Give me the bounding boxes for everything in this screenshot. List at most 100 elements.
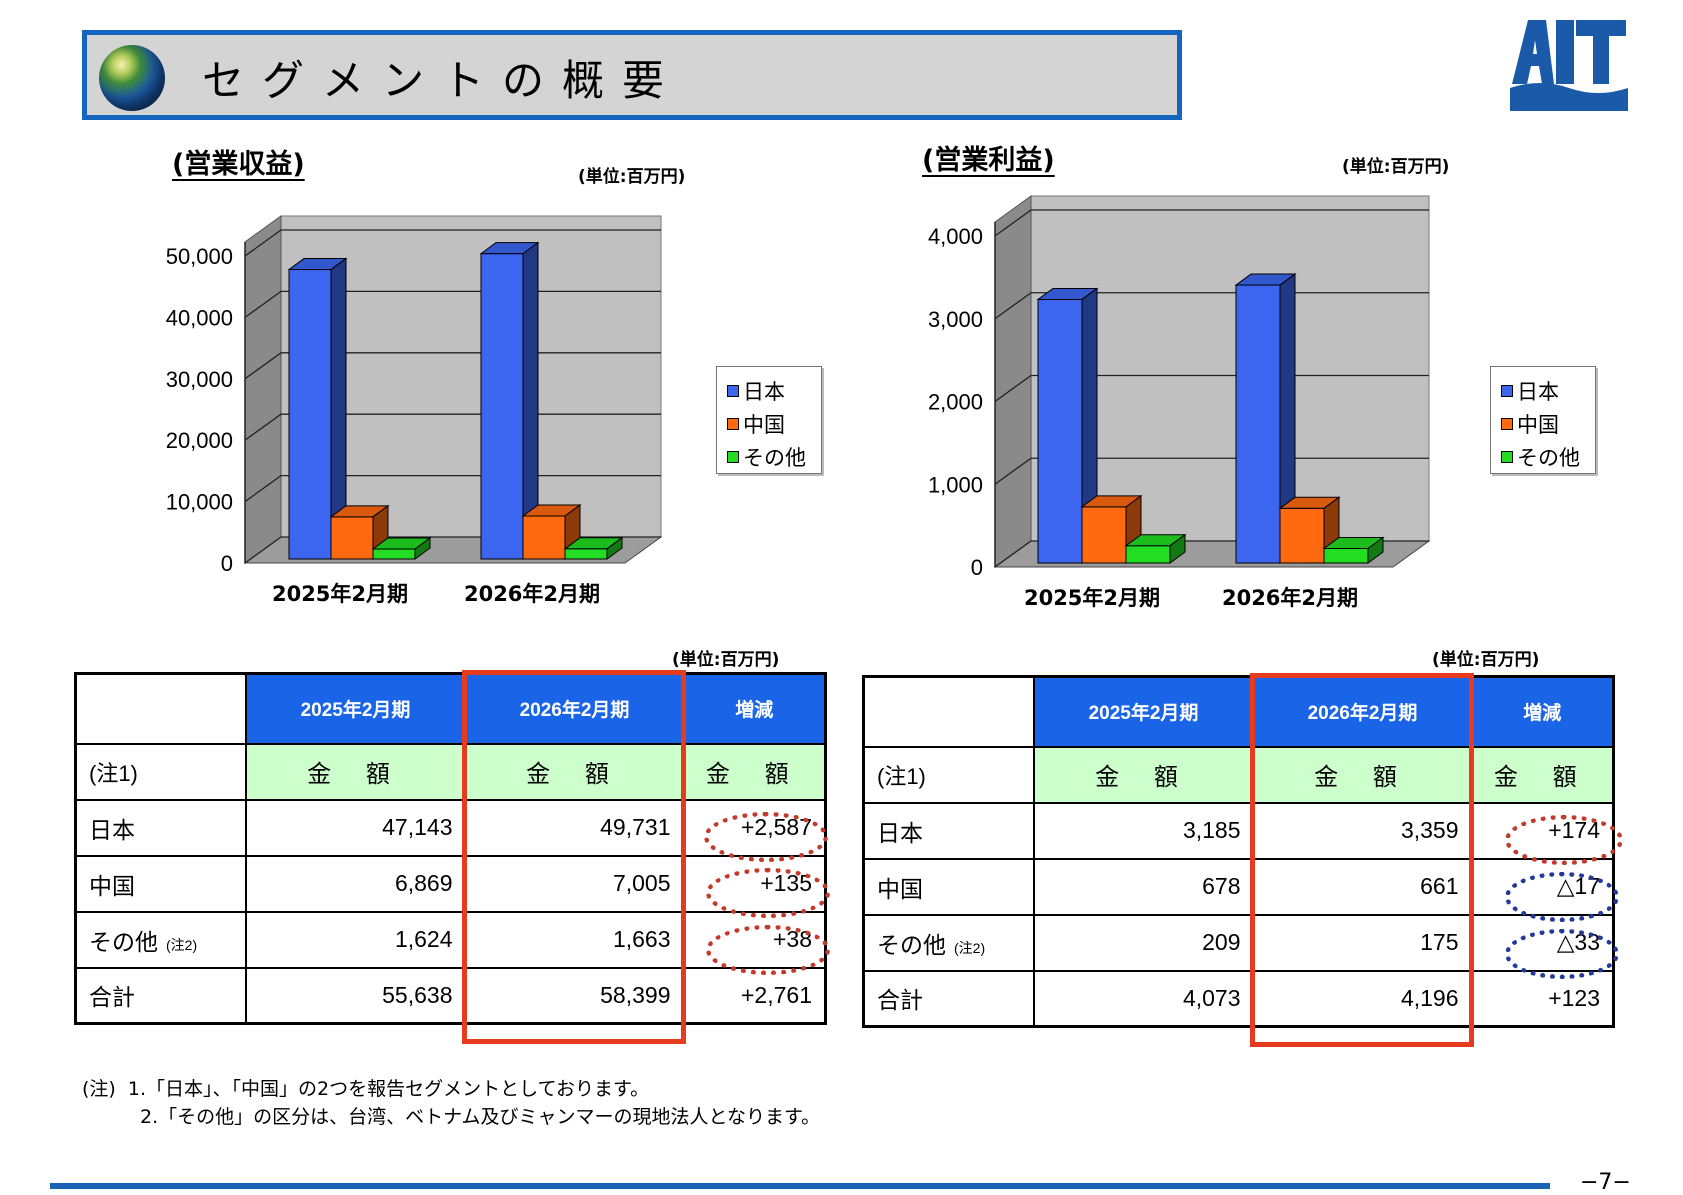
amount-label: 金 額 (1252, 745, 1473, 804)
x-category-label: 2026年2月期 (464, 582, 600, 606)
footnote-2: 2.「その他」の区分は、台湾、ベトナム及びミャンマーの現地法人となります。 (140, 1106, 821, 1128)
row-label: その他 (注2) (74, 910, 247, 969)
bar-china (329, 504, 390, 560)
y-tick-label: 2,000 (928, 390, 983, 415)
legend-item-other: その他 (727, 442, 806, 472)
y-tick-label: 4,000 (928, 224, 983, 249)
cell-2026: 661 (1252, 857, 1473, 916)
bar-front (1125, 545, 1171, 564)
chart-side-wall (994, 195, 1032, 568)
revenue-chart-legend: 日本 中国 その他 (716, 366, 822, 474)
header-diff: 増減 (1470, 675, 1615, 748)
table-subheader-row: (注1) 金 額 金 額 金 額 (74, 742, 827, 801)
increase-circle (1505, 815, 1623, 865)
bar-side (1367, 536, 1384, 564)
revenue-table: 2025年2月期 2026年2月期 増減 (注1) 金 額 金 額 金 額 日本… (74, 672, 827, 1025)
revenue-table-unit: (単位:百万円) (672, 650, 780, 670)
legend-swatch-china (727, 418, 739, 430)
gridline (994, 292, 1429, 320)
legend-item-japan: 日本 (727, 376, 785, 406)
y-tick-label: 0 (971, 555, 983, 580)
title-bar: セグメントの概要 (82, 30, 1182, 120)
amount-label: 金 額 (244, 742, 467, 801)
bar-other (563, 536, 624, 560)
bar-other (371, 537, 432, 560)
revenue-chart: 0 10,000 20,000 30,000 40,000 50,000 2025年2月期 2… (166, 215, 663, 606)
legend-item-china: 中国 (727, 409, 785, 439)
legend-item-other: その他 (1501, 442, 1580, 472)
legend-label: その他 (1517, 446, 1580, 470)
table-row: 合計 55,638 58,399 +2,761 (74, 966, 827, 1025)
amount-label: 金 額 (1470, 745, 1615, 804)
y-tick-label: 20,000 (166, 428, 233, 453)
y-tick-label: 1,000 (928, 472, 983, 497)
profit-chart-title: (営業利益) (922, 145, 1055, 176)
bar-japan (287, 257, 348, 560)
legend-swatch-other (727, 451, 739, 463)
legend-label: 中国 (743, 413, 785, 437)
cell-2025: 209 (1032, 913, 1255, 972)
bar-front (480, 253, 524, 560)
y-tick-label: 10,000 (166, 490, 233, 515)
cell-2025: 678 (1032, 857, 1255, 916)
increase-circle (706, 868, 830, 918)
header-2025: 2025年2月期 (1032, 675, 1255, 748)
legend-swatch-japan (1501, 385, 1513, 397)
profit-chart-legend: 日本 中国 その他 (1490, 366, 1596, 474)
note2-label: (注2) (166, 936, 198, 953)
cell-2026: 49,731 (464, 798, 685, 857)
ait-logo (1510, 20, 1628, 111)
cell-2026: 7,005 (464, 854, 685, 913)
x-category-label: 2026年2月期 (1222, 586, 1358, 610)
footnotes: (注) 1.「日本」、「中国」の2つを報告セグメントとしております。 2.「その… (82, 1075, 820, 1131)
legend-item-japan: 日本 (1501, 376, 1559, 406)
profit-table-unit: (単位:百万円) (1432, 650, 1540, 670)
row-label: その他 (注2) (862, 913, 1035, 972)
legend-label: 中国 (1517, 413, 1559, 437)
highlight-2026-column (1250, 673, 1474, 1047)
profit-table: 2025年2月期 2026年2月期 増減 (注1) 金 額 金 額 金 額 日本… (862, 675, 1615, 1028)
footnote-1: (注) 1.「日本」、「中国」の2つを報告セグメントとしております。 (82, 1075, 820, 1103)
bar-side (606, 536, 623, 560)
header-2026: 2026年2月期 (1252, 675, 1473, 748)
revenue-chart-title: (営業収益) (172, 149, 305, 180)
bar-front (1235, 284, 1281, 564)
row-label: 日本 (862, 801, 1035, 860)
bar-side (414, 537, 431, 560)
gridline (994, 374, 1429, 403)
cell-2026: 58,399 (464, 966, 685, 1025)
footnote-text: 1.「日本」、「中国」の2つを報告セグメントとしております。 (127, 1078, 650, 1100)
bar-side (1169, 533, 1186, 564)
footnote-label: (注) (82, 1078, 116, 1100)
bar-front (330, 516, 374, 560)
table-header-row: 2025年2月期 2026年2月期 増減 (862, 675, 1615, 748)
x-category-label: 2025年2月期 (272, 582, 408, 606)
row-label: 日本 (74, 798, 247, 857)
legend-label: その他 (743, 446, 806, 470)
note2-label: (注2) (954, 939, 986, 956)
legend-label: 日本 (743, 380, 785, 404)
legend-label: 日本 (1517, 380, 1559, 404)
legend-swatch-japan (727, 385, 739, 397)
cell-2025: 6,869 (244, 854, 467, 913)
bar-front (1081, 506, 1127, 564)
bar-front (1279, 507, 1325, 564)
bar-other (1124, 533, 1187, 564)
table-row: 合計 4,073 4,196 +123 (862, 969, 1615, 1028)
cell-2026: 1,663 (464, 910, 685, 969)
bar-front (1323, 548, 1369, 564)
bar-other (1322, 536, 1385, 564)
highlight-2026-column (462, 670, 686, 1044)
note1-label: (注1) (74, 742, 247, 801)
header-2026: 2026年2月期 (464, 672, 685, 745)
x-category-label: 2025年2月期 (1024, 586, 1160, 610)
row-label: 中国 (862, 857, 1035, 916)
cell-2026: 4,196 (1252, 969, 1473, 1028)
table-header-row: 2025年2月期 2026年2月期 増減 (74, 672, 827, 745)
increase-circle (704, 812, 828, 862)
cell-2025: 4,073 (1032, 969, 1255, 1028)
cell-2025: 55,638 (244, 966, 467, 1025)
cell-2025: 3,185 (1032, 801, 1255, 860)
cell-diff: +2,761 (682, 966, 827, 1025)
bar-front (1037, 298, 1083, 564)
